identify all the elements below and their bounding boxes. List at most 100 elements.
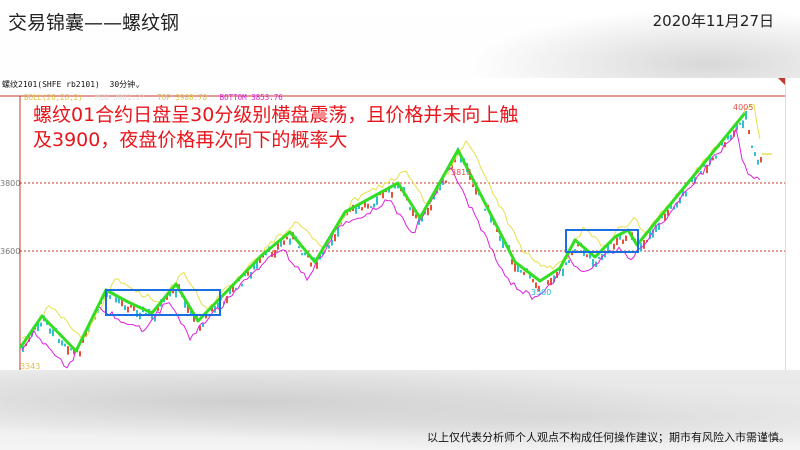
boll-indicator-legend: BOLL(26,26,2) MID 3881.27 TOP 3908.78 BO… xyxy=(24,93,291,102)
candle xyxy=(109,295,111,299)
candle xyxy=(328,245,330,249)
boll-name[interactable]: BOLL(26,26,2) xyxy=(24,93,83,102)
candle xyxy=(547,280,549,285)
symbol-selector[interactable]: 螺纹2101(SHFE rb2101) 30分钟⌄ xyxy=(2,79,140,90)
candle xyxy=(550,278,552,286)
candle xyxy=(283,240,285,245)
candle xyxy=(136,309,138,318)
candle xyxy=(421,215,423,222)
candle xyxy=(748,129,750,135)
candle xyxy=(277,241,279,250)
candle xyxy=(373,203,375,208)
corner-marker-icon xyxy=(778,78,785,85)
candle xyxy=(157,306,159,311)
period-dropdown[interactable]: 30分钟 xyxy=(109,80,136,89)
candle xyxy=(310,262,312,267)
candle xyxy=(40,322,42,327)
candle xyxy=(673,206,675,210)
candle xyxy=(346,212,348,216)
page-date: 2020年11月27日 xyxy=(652,12,774,30)
candle xyxy=(205,314,207,319)
candle xyxy=(70,348,72,351)
candle xyxy=(514,263,516,272)
candle xyxy=(535,282,537,289)
candle xyxy=(745,111,747,120)
candle xyxy=(145,312,147,316)
candle xyxy=(568,259,570,264)
symbol-label: 螺纹2101(SHFE rb2101) xyxy=(2,80,100,89)
candle xyxy=(115,297,117,303)
candle xyxy=(307,255,309,258)
candle xyxy=(415,214,417,219)
candle xyxy=(241,283,243,287)
candle xyxy=(598,256,600,259)
candle xyxy=(712,157,714,161)
candle xyxy=(751,145,753,149)
page-title: 交易锦囊——螺纹钢 xyxy=(8,12,180,34)
candle xyxy=(358,203,360,210)
candle xyxy=(520,270,522,273)
candle xyxy=(760,157,762,163)
candle xyxy=(256,260,258,269)
candle xyxy=(577,244,579,247)
candle xyxy=(445,180,447,183)
consolidation-box-1 xyxy=(105,289,221,316)
candle xyxy=(538,285,540,291)
boll-mid: MID 3881.27 xyxy=(95,93,145,102)
candle xyxy=(394,185,396,189)
candle xyxy=(664,213,666,221)
candle xyxy=(79,351,81,357)
candle xyxy=(739,122,741,125)
candle xyxy=(193,316,195,322)
label-start-low: 3343 xyxy=(20,362,40,371)
candle xyxy=(331,239,333,246)
candle xyxy=(118,298,120,304)
candle xyxy=(175,289,177,298)
candle xyxy=(211,307,213,312)
candle xyxy=(523,271,525,276)
candle xyxy=(616,237,618,246)
candle xyxy=(574,249,576,252)
candle xyxy=(757,159,759,165)
candle xyxy=(37,322,39,332)
boll-bottom: BOTTOM 3853.76 xyxy=(219,93,283,102)
candle xyxy=(376,196,378,205)
candle xyxy=(562,268,564,277)
candle xyxy=(259,255,261,264)
candle xyxy=(622,239,624,244)
candle xyxy=(370,206,372,209)
chevron-down-icon[interactable]: ⌄ xyxy=(135,80,140,89)
candle xyxy=(700,171,702,175)
candle xyxy=(472,184,474,188)
analysis-note-line-1: 螺纹01合约日盘呈30分级别横盘震荡，且价格并未向上触 xyxy=(33,104,519,126)
ink-landscape-decoration xyxy=(430,0,800,80)
candle xyxy=(754,152,756,156)
boll-lower-band xyxy=(21,127,761,369)
candle xyxy=(49,328,51,334)
candle xyxy=(556,272,558,278)
candle xyxy=(337,227,339,237)
candle xyxy=(271,251,273,257)
candle xyxy=(502,240,504,249)
candle xyxy=(589,250,591,259)
candle xyxy=(199,325,201,331)
candle xyxy=(280,239,282,247)
candle xyxy=(565,262,567,266)
candle xyxy=(490,214,492,223)
candle xyxy=(484,208,486,211)
candle xyxy=(154,315,156,322)
candle xyxy=(532,278,534,283)
candle xyxy=(265,253,267,256)
candle xyxy=(619,233,621,240)
candle xyxy=(736,123,738,131)
candle xyxy=(31,329,33,337)
candle xyxy=(334,234,336,242)
boll-upper-band xyxy=(21,104,761,341)
candle xyxy=(607,244,609,254)
candle xyxy=(217,302,219,308)
candle xyxy=(649,230,651,239)
candle xyxy=(61,340,63,346)
candle xyxy=(553,275,555,283)
candle xyxy=(460,156,462,163)
